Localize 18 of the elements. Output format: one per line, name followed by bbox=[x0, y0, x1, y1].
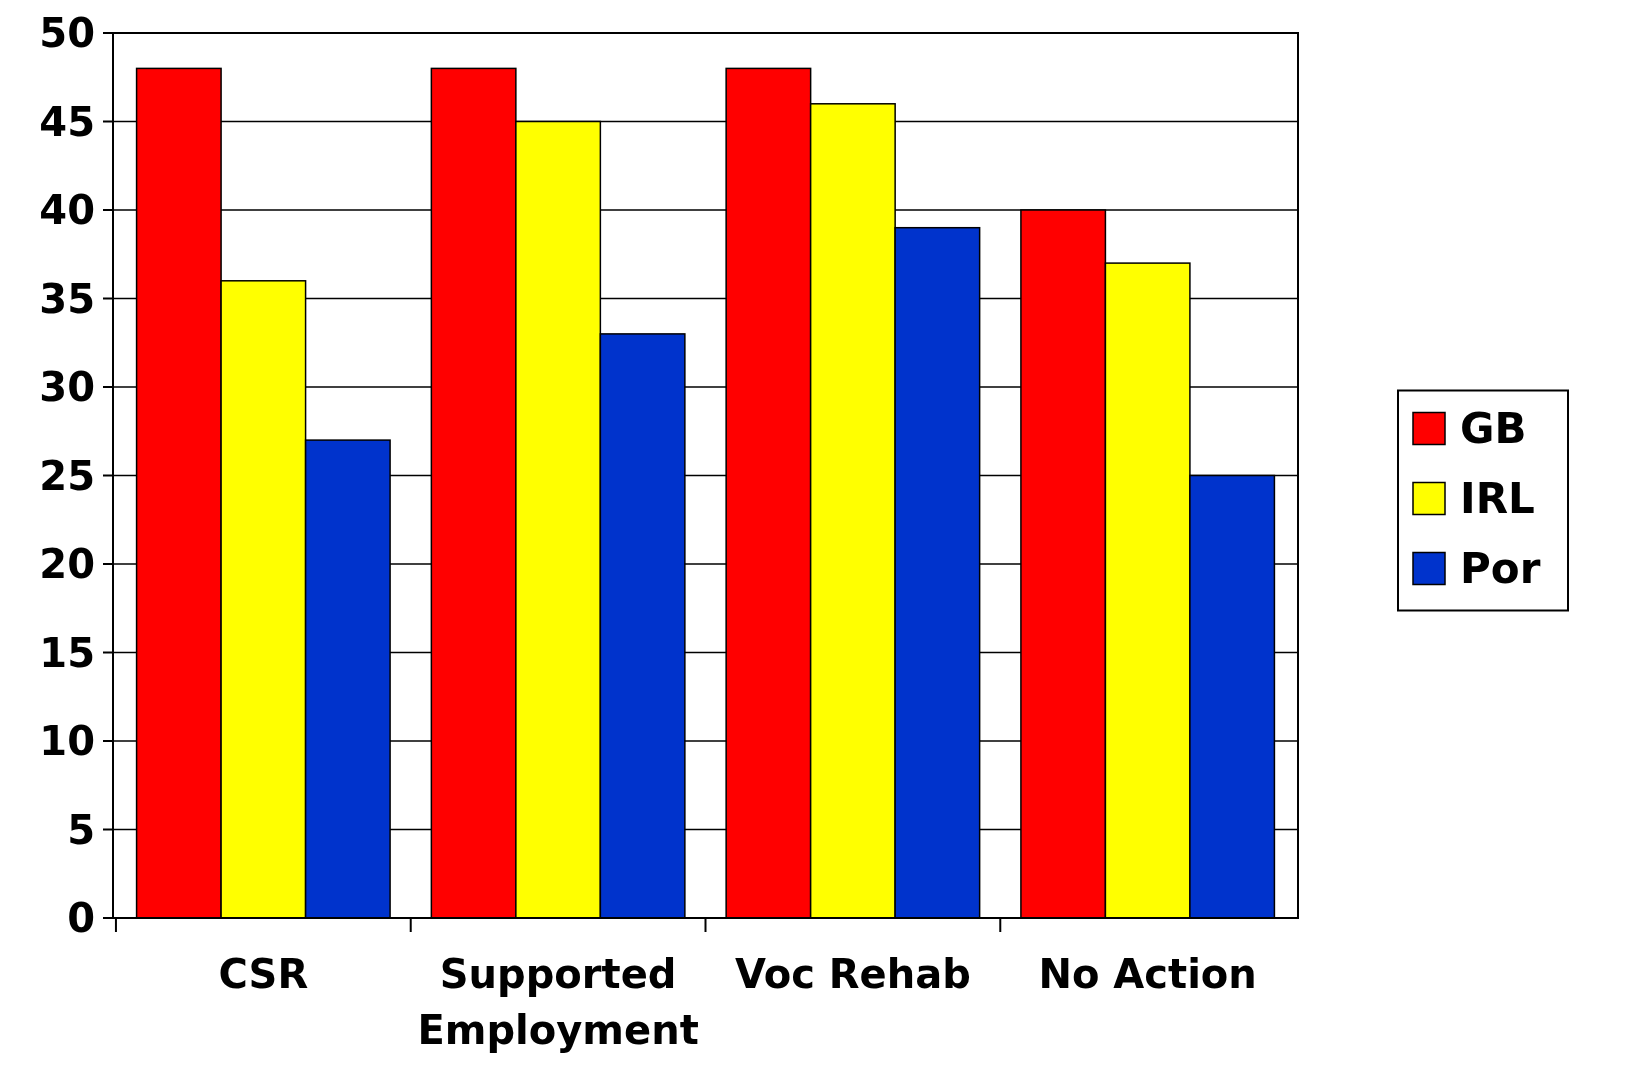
y-tick-label: 30 bbox=[39, 364, 95, 410]
y-tick-label: 15 bbox=[39, 629, 95, 676]
legend-label: GB bbox=[1460, 404, 1527, 454]
y-tick-label: 20 bbox=[39, 541, 95, 587]
y-tick-label: 45 bbox=[39, 98, 95, 145]
x-tick-label: Voc Rehab bbox=[734, 951, 971, 997]
legend-label: Por bbox=[1460, 544, 1541, 594]
y-tick-label: 40 bbox=[39, 187, 95, 233]
x-tick-label: No Action bbox=[1038, 951, 1257, 997]
y-tick-label: 0 bbox=[67, 895, 95, 941]
y-tick-label: 25 bbox=[39, 452, 95, 499]
y-tick-label: 35 bbox=[39, 275, 95, 322]
y-tick-label: 50 bbox=[39, 10, 95, 56]
y-tick-label: 10 bbox=[39, 718, 95, 764]
x-tick-label: CSR bbox=[218, 951, 309, 997]
y-tick-label: 5 bbox=[67, 806, 95, 853]
legend-label: IRL bbox=[1460, 474, 1535, 524]
x-tick-label: Supported Employment bbox=[417, 951, 699, 1053]
